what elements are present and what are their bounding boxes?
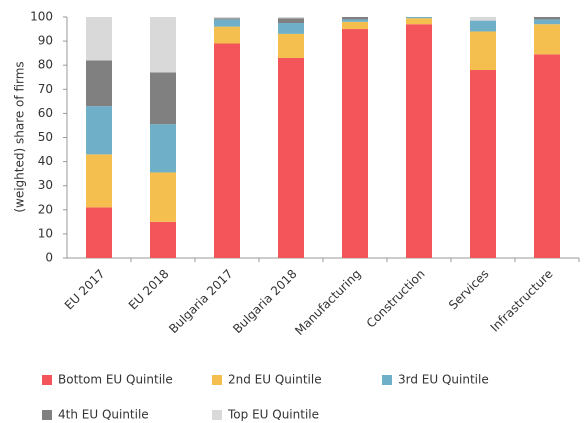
y-tick-label: 70 [38, 82, 53, 96]
bar-segment [214, 43, 240, 259]
bar-segment [86, 106, 112, 155]
bar-segment [150, 221, 176, 258]
x-tick-label: Manufacturing [292, 267, 363, 338]
bar-segment [278, 57, 304, 258]
bar-segment [86, 154, 112, 208]
y-tick-label: 20 [38, 202, 53, 216]
x-tick-label: Bulgaria 2018 [230, 267, 299, 336]
bar-segment [86, 207, 112, 258]
bar-segment [214, 18, 240, 20]
bar-segment [406, 17, 432, 19]
legend-label: Top EU Quintile [227, 408, 319, 422]
bar-segment [342, 17, 368, 20]
legend-label: Bottom EU Quintile [58, 373, 173, 387]
bar-segment [534, 54, 560, 259]
legend-swatch [212, 410, 222, 420]
legend-swatch [382, 375, 392, 385]
x-tick-label: Bulgaria 2017 [166, 267, 235, 336]
legend-label: 4th EU Quintile [58, 408, 149, 422]
bar-segment [278, 17, 304, 19]
x-tick-label: Construction [364, 267, 428, 331]
bar-segment [150, 17, 176, 73]
bar-segment [470, 70, 496, 259]
bar-segment [342, 19, 368, 22]
legend-swatch [42, 410, 52, 420]
y-tick-label: 0 [45, 251, 53, 265]
bar-segment [214, 26, 240, 44]
y-tick-label: 60 [38, 106, 53, 120]
x-tick-label: Services [446, 267, 492, 313]
bar-segment [278, 18, 304, 24]
bar-segment [406, 24, 432, 259]
x-tick-label: Infrastructure [488, 267, 556, 335]
bar-segment [342, 29, 368, 258]
bar-segment [406, 18, 432, 25]
bar-segment [278, 23, 304, 34]
bar-segment [86, 60, 112, 107]
bar-segment [342, 21, 368, 30]
legend-label: 3rd EU Quintile [398, 373, 489, 387]
y-tick-label: 30 [38, 178, 53, 192]
bar-segment [278, 33, 304, 58]
x-tick-label: EU 2018 [126, 267, 172, 313]
bar-segment [470, 20, 496, 32]
y-tick-label: 80 [38, 58, 53, 72]
bar-segment [534, 19, 560, 25]
bar-segment [150, 172, 176, 222]
y-tick-label: 10 [38, 226, 53, 240]
x-tick-label: EU 2017 [62, 267, 108, 313]
legend-swatch [212, 375, 222, 385]
bar-segment [150, 72, 176, 125]
legend-swatch [42, 375, 52, 385]
bar-segment [534, 17, 560, 20]
bar-segment [470, 17, 496, 21]
bar-segment [534, 24, 560, 55]
bar-segment [150, 124, 176, 173]
bar-segment [470, 31, 496, 71]
bar-segment [86, 17, 112, 61]
y-tick-label: 90 [38, 34, 53, 48]
bar-segment [214, 19, 240, 27]
y-tick-label: 40 [38, 154, 53, 168]
y-axis-label: (weighted) share of firms [13, 61, 27, 212]
bar-segment [214, 17, 240, 19]
legend-label: 2nd EU Quintile [228, 373, 322, 387]
y-tick-label: 100 [30, 10, 53, 24]
y-tick-label: 50 [38, 130, 53, 144]
